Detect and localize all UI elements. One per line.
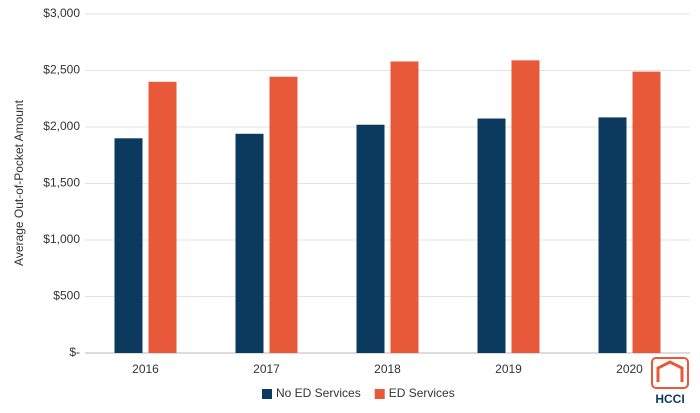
bar — [477, 118, 506, 354]
y-tick-label: $3,000 — [43, 6, 80, 20]
x-tick-label: 2016 — [132, 362, 159, 376]
y-tick-label: $2,500 — [43, 63, 80, 77]
bar — [632, 71, 661, 353]
x-tick-label: 2020 — [616, 362, 643, 376]
x-tick-label: 2017 — [253, 362, 280, 376]
bar — [235, 133, 264, 353]
bar — [148, 81, 177, 354]
bar — [114, 138, 143, 353]
legend-swatch — [262, 389, 272, 399]
x-tick-label: 2018 — [374, 362, 401, 376]
y-axis-title: Average Out-of-Pocket Amount — [12, 99, 26, 266]
y-tick-label: $500 — [53, 289, 80, 303]
logo-house — [656, 360, 684, 382]
legend-swatch — [374, 389, 385, 399]
y-tick-label: $2,000 — [43, 119, 80, 133]
x-tick-label: 2019 — [495, 362, 522, 376]
legend-label: ED Services — [389, 386, 455, 400]
y-tick-label: $1,000 — [43, 232, 80, 246]
y-tick-label: $1,500 — [43, 176, 80, 190]
bar — [356, 124, 385, 354]
bar — [390, 61, 419, 354]
bar — [269, 76, 298, 353]
logo-text: HCCI — [655, 392, 684, 406]
legend-label: No ED Services — [276, 386, 361, 400]
bar — [511, 60, 540, 353]
bar — [598, 117, 627, 354]
y-tick-label: $- — [69, 345, 80, 359]
